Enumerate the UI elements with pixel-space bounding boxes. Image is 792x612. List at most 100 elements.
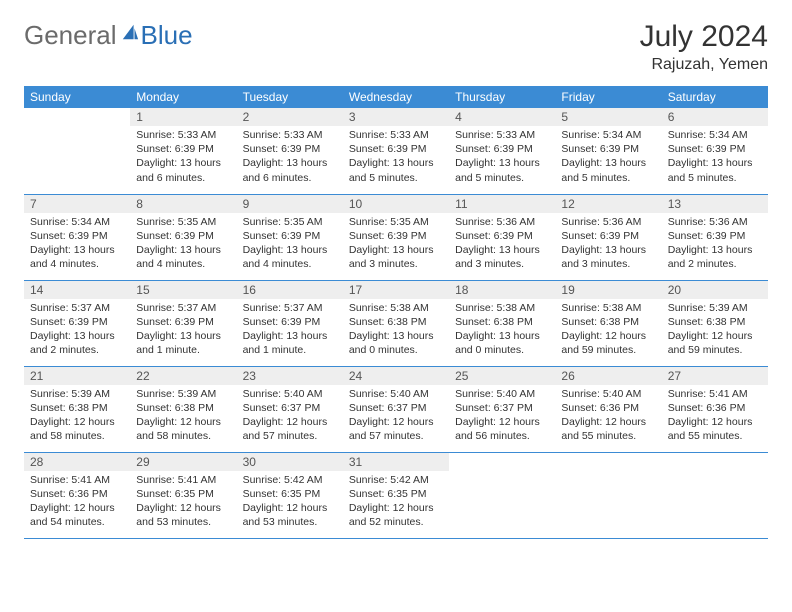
calendar-cell: 8Sunrise: 5:35 AMSunset: 6:39 PMDaylight…: [130, 194, 236, 280]
day-number: 29: [130, 453, 236, 471]
day-number: 21: [24, 367, 130, 385]
day-number: 28: [24, 453, 130, 471]
day-details: Sunrise: 5:35 AMSunset: 6:39 PMDaylight:…: [343, 213, 449, 276]
day-details: Sunrise: 5:33 AMSunset: 6:39 PMDaylight:…: [130, 126, 236, 189]
calendar-cell: 7Sunrise: 5:34 AMSunset: 6:39 PMDaylight…: [24, 194, 130, 280]
calendar-cell: 17Sunrise: 5:38 AMSunset: 6:38 PMDayligh…: [343, 280, 449, 366]
day-details: Sunrise: 5:41 AMSunset: 6:35 PMDaylight:…: [130, 471, 236, 534]
location-label: Rajuzah, Yemen: [640, 56, 768, 74]
logo-text-general: General: [24, 20, 117, 51]
calendar-cell: 19Sunrise: 5:38 AMSunset: 6:38 PMDayligh…: [555, 280, 661, 366]
calendar-cell: 26Sunrise: 5:40 AMSunset: 6:36 PMDayligh…: [555, 366, 661, 452]
day-details: Sunrise: 5:39 AMSunset: 6:38 PMDaylight:…: [662, 299, 768, 362]
calendar-cell: [449, 452, 555, 538]
day-details: Sunrise: 5:34 AMSunset: 6:39 PMDaylight:…: [662, 126, 768, 189]
calendar-table: SundayMondayTuesdayWednesdayThursdayFrid…: [24, 86, 768, 539]
calendar-row: 28Sunrise: 5:41 AMSunset: 6:36 PMDayligh…: [24, 452, 768, 538]
day-details: Sunrise: 5:39 AMSunset: 6:38 PMDaylight:…: [130, 385, 236, 448]
calendar-cell: 18Sunrise: 5:38 AMSunset: 6:38 PMDayligh…: [449, 280, 555, 366]
day-number: 20: [662, 281, 768, 299]
calendar-cell: [662, 452, 768, 538]
day-details: Sunrise: 5:38 AMSunset: 6:38 PMDaylight:…: [343, 299, 449, 362]
day-number: 17: [343, 281, 449, 299]
day-details: Sunrise: 5:36 AMSunset: 6:39 PMDaylight:…: [662, 213, 768, 276]
calendar-cell: 21Sunrise: 5:39 AMSunset: 6:38 PMDayligh…: [24, 366, 130, 452]
calendar-cell: 6Sunrise: 5:34 AMSunset: 6:39 PMDaylight…: [662, 108, 768, 194]
day-details: Sunrise: 5:37 AMSunset: 6:39 PMDaylight:…: [130, 299, 236, 362]
day-number: 15: [130, 281, 236, 299]
day-number: 3: [343, 108, 449, 126]
day-number: 12: [555, 195, 661, 213]
calendar-body: 1Sunrise: 5:33 AMSunset: 6:39 PMDaylight…: [24, 108, 768, 538]
day-number: 27: [662, 367, 768, 385]
day-details: Sunrise: 5:40 AMSunset: 6:37 PMDaylight:…: [449, 385, 555, 448]
calendar-cell: 14Sunrise: 5:37 AMSunset: 6:39 PMDayligh…: [24, 280, 130, 366]
day-number: 14: [24, 281, 130, 299]
day-number: 18: [449, 281, 555, 299]
weekday-header: Friday: [555, 86, 661, 108]
day-details: Sunrise: 5:38 AMSunset: 6:38 PMDaylight:…: [449, 299, 555, 362]
day-details: Sunrise: 5:36 AMSunset: 6:39 PMDaylight:…: [449, 213, 555, 276]
day-number: 4: [449, 108, 555, 126]
day-number: 30: [237, 453, 343, 471]
day-details: Sunrise: 5:40 AMSunset: 6:36 PMDaylight:…: [555, 385, 661, 448]
day-number: 10: [343, 195, 449, 213]
calendar-row: 14Sunrise: 5:37 AMSunset: 6:39 PMDayligh…: [24, 280, 768, 366]
logo: General Blue: [24, 20, 193, 51]
day-number: 24: [343, 367, 449, 385]
calendar-cell: 16Sunrise: 5:37 AMSunset: 6:39 PMDayligh…: [237, 280, 343, 366]
day-number: 31: [343, 453, 449, 471]
day-number: 19: [555, 281, 661, 299]
day-details: Sunrise: 5:33 AMSunset: 6:39 PMDaylight:…: [237, 126, 343, 189]
day-details: Sunrise: 5:42 AMSunset: 6:35 PMDaylight:…: [343, 471, 449, 534]
day-details: Sunrise: 5:35 AMSunset: 6:39 PMDaylight:…: [130, 213, 236, 276]
day-number: 16: [237, 281, 343, 299]
day-details: Sunrise: 5:34 AMSunset: 6:39 PMDaylight:…: [555, 126, 661, 189]
calendar-cell: 13Sunrise: 5:36 AMSunset: 6:39 PMDayligh…: [662, 194, 768, 280]
day-number: 1: [130, 108, 236, 126]
day-details: Sunrise: 5:38 AMSunset: 6:38 PMDaylight:…: [555, 299, 661, 362]
day-details: Sunrise: 5:40 AMSunset: 6:37 PMDaylight:…: [343, 385, 449, 448]
day-number: 6: [662, 108, 768, 126]
calendar-cell: 29Sunrise: 5:41 AMSunset: 6:35 PMDayligh…: [130, 452, 236, 538]
calendar-cell: 24Sunrise: 5:40 AMSunset: 6:37 PMDayligh…: [343, 366, 449, 452]
day-details: Sunrise: 5:35 AMSunset: 6:39 PMDaylight:…: [237, 213, 343, 276]
day-details: Sunrise: 5:37 AMSunset: 6:39 PMDaylight:…: [24, 299, 130, 362]
day-number: 9: [237, 195, 343, 213]
page-header: General Blue July 2024 Rajuzah, Yemen: [24, 20, 768, 74]
weekday-header: Thursday: [449, 86, 555, 108]
day-number: 2: [237, 108, 343, 126]
day-details: Sunrise: 5:37 AMSunset: 6:39 PMDaylight:…: [237, 299, 343, 362]
day-number: 11: [449, 195, 555, 213]
weekday-header: Tuesday: [237, 86, 343, 108]
calendar-cell: 15Sunrise: 5:37 AMSunset: 6:39 PMDayligh…: [130, 280, 236, 366]
calendar-cell: 2Sunrise: 5:33 AMSunset: 6:39 PMDaylight…: [237, 108, 343, 194]
day-number: 13: [662, 195, 768, 213]
calendar-header-row: SundayMondayTuesdayWednesdayThursdayFrid…: [24, 86, 768, 108]
day-details: Sunrise: 5:33 AMSunset: 6:39 PMDaylight:…: [343, 126, 449, 189]
day-number: 5: [555, 108, 661, 126]
calendar-cell: [24, 108, 130, 194]
calendar-cell: 20Sunrise: 5:39 AMSunset: 6:38 PMDayligh…: [662, 280, 768, 366]
month-title: July 2024: [640, 20, 768, 54]
day-details: Sunrise: 5:42 AMSunset: 6:35 PMDaylight:…: [237, 471, 343, 534]
weekday-header: Sunday: [24, 86, 130, 108]
logo-text-blue: Blue: [141, 20, 193, 51]
day-details: Sunrise: 5:40 AMSunset: 6:37 PMDaylight:…: [237, 385, 343, 448]
calendar-cell: [555, 452, 661, 538]
calendar-cell: 23Sunrise: 5:40 AMSunset: 6:37 PMDayligh…: [237, 366, 343, 452]
calendar-cell: 10Sunrise: 5:35 AMSunset: 6:39 PMDayligh…: [343, 194, 449, 280]
calendar-cell: 9Sunrise: 5:35 AMSunset: 6:39 PMDaylight…: [237, 194, 343, 280]
calendar-cell: 1Sunrise: 5:33 AMSunset: 6:39 PMDaylight…: [130, 108, 236, 194]
weekday-header: Monday: [130, 86, 236, 108]
day-number: 23: [237, 367, 343, 385]
logo-sail-icon: [121, 23, 139, 41]
calendar-cell: 28Sunrise: 5:41 AMSunset: 6:36 PMDayligh…: [24, 452, 130, 538]
day-number: 7: [24, 195, 130, 213]
day-number: 26: [555, 367, 661, 385]
day-details: Sunrise: 5:34 AMSunset: 6:39 PMDaylight:…: [24, 213, 130, 276]
calendar-cell: 3Sunrise: 5:33 AMSunset: 6:39 PMDaylight…: [343, 108, 449, 194]
calendar-cell: 12Sunrise: 5:36 AMSunset: 6:39 PMDayligh…: [555, 194, 661, 280]
weekday-header: Wednesday: [343, 86, 449, 108]
calendar-cell: 30Sunrise: 5:42 AMSunset: 6:35 PMDayligh…: [237, 452, 343, 538]
